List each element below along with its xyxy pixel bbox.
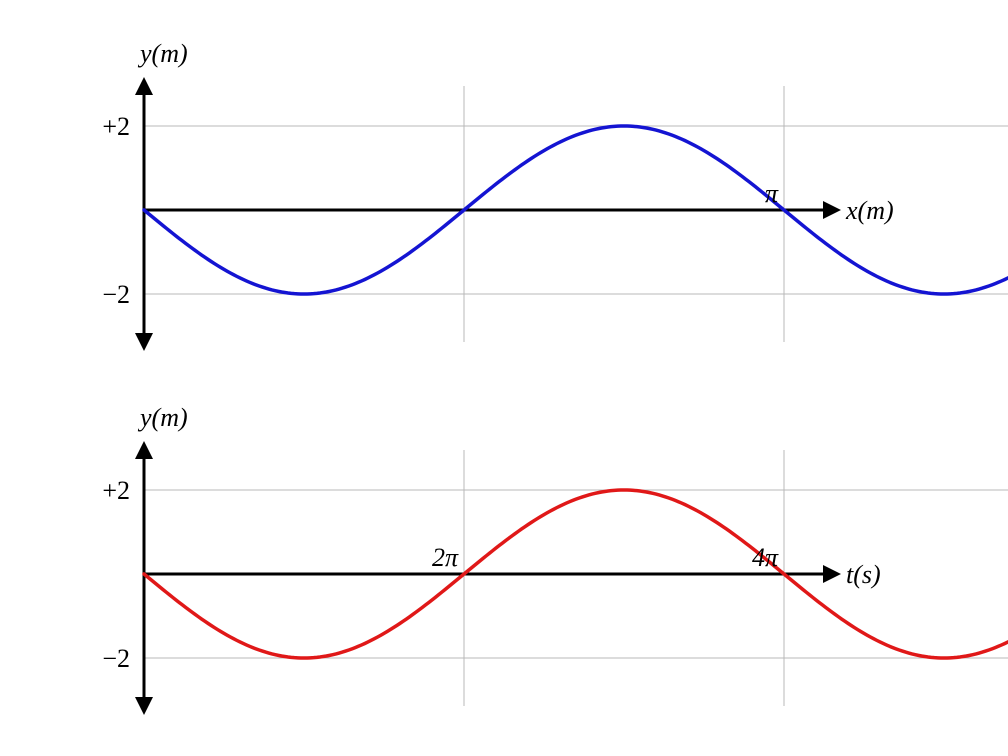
y-tick-label: −2 — [102, 280, 130, 309]
wave-chart-spatial: +2−2π2πy(m)x(m) — [102, 39, 1008, 342]
y-tick-label: −2 — [102, 644, 130, 673]
x-axis-label: x(m) — [845, 196, 894, 225]
figure-container: +2−2π2πy(m)x(m) +2−22π4π6π8πy(m)t(s) — [0, 0, 1008, 756]
x-axis-label: t(s) — [846, 560, 881, 589]
y-tick-label: +2 — [102, 476, 130, 505]
dual-wave-chart-svg: +2−2π2πy(m)x(m) +2−22π4π6π8πy(m)t(s) — [0, 0, 1008, 756]
x-tick-label: π — [765, 179, 779, 208]
y-axis-label: y(m) — [137, 39, 188, 68]
x-tick-label: 4π — [752, 543, 779, 572]
wave-chart-temporal: +2−22π4π6π8πy(m)t(s) — [102, 403, 1008, 706]
y-tick-label: +2 — [102, 112, 130, 141]
x-tick-label: 2π — [432, 543, 459, 572]
y-axis-label: y(m) — [137, 403, 188, 432]
